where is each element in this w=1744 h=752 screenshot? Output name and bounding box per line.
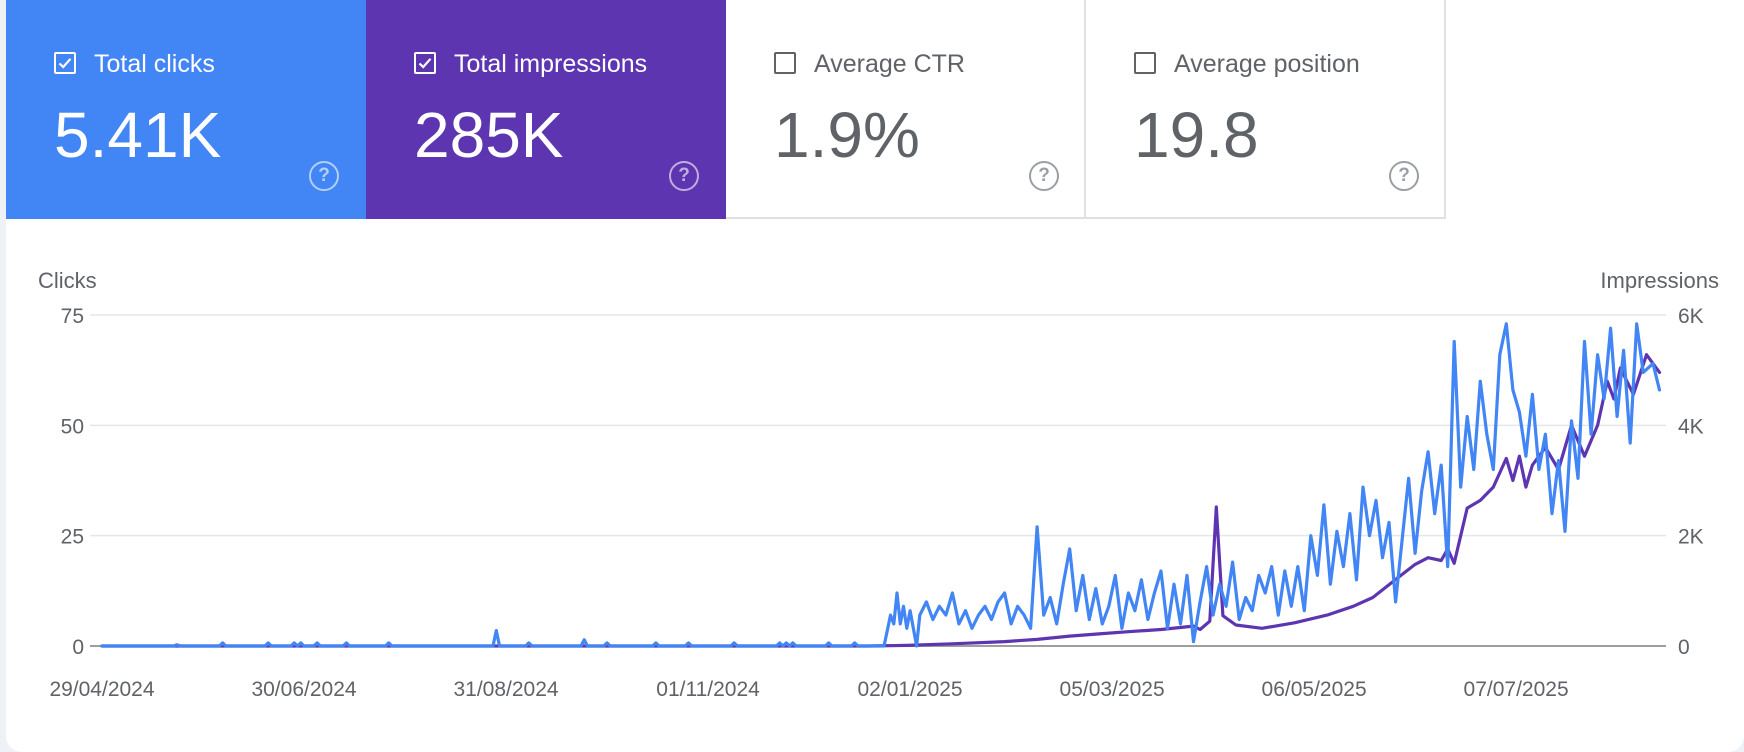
x-axis-ticks: 29/04/2024 30/06/2024 31/08/2024 01/11/2024…	[49, 678, 1568, 701]
tile-total-impressions[interactable]: Total impressions 285K ?	[366, 0, 726, 219]
tile-value: 5.41K	[54, 99, 222, 171]
tile-value: 1.9%	[774, 99, 920, 171]
y-left-tick-label: 25	[61, 526, 84, 549]
x-tick-label: 29/04/2024	[49, 678, 154, 701]
check-icon	[58, 58, 72, 69]
tile-label: Average CTR	[814, 50, 965, 78]
x-tick-label: 06/05/2025	[1262, 678, 1367, 701]
performance-card: Total clicks 5.41K ? Total impressions 2…	[6, 0, 1744, 752]
y-left-tick-label: 0	[72, 636, 84, 659]
tile-label: Average position	[1174, 50, 1360, 78]
y-left-tick-label: 50	[61, 415, 84, 438]
right-axis-ticks: 0 2K 4K 6K	[1678, 305, 1704, 659]
x-tick-label: 31/08/2024	[453, 678, 558, 701]
x-tick-label: 01/11/2024	[656, 678, 760, 701]
y-right-tick-label: 4K	[1678, 415, 1704, 438]
checkbox-average-ctr[interactable]	[774, 52, 796, 74]
right-axis-label: Impressions	[1600, 268, 1719, 293]
checkbox-total-clicks[interactable]	[54, 52, 76, 74]
help-icon[interactable]: ?	[1029, 161, 1059, 191]
series-line-total-impressions	[100, 353, 1662, 648]
series-lines	[100, 322, 1662, 648]
metric-tiles: Total clicks 5.41K ? Total impressions 2…	[6, 0, 1446, 219]
x-tick-label: 02/01/2025	[858, 678, 963, 701]
tile-value: 19.8	[1134, 99, 1259, 171]
x-tick-label: 30/06/2024	[251, 678, 356, 701]
checkbox-average-position[interactable]	[1134, 52, 1156, 74]
tile-average-position[interactable]: Average position 19.8 ?	[1086, 0, 1446, 219]
y-right-tick-label: 2K	[1678, 526, 1704, 549]
left-axis-ticks: 0 25 50 75	[61, 305, 84, 659]
y-right-tick-label: 0	[1678, 636, 1690, 659]
left-axis-label: Clicks	[38, 268, 97, 293]
tile-average-ctr[interactable]: Average CTR 1.9% ?	[726, 0, 1086, 219]
x-tick-label: 05/03/2025	[1060, 678, 1165, 701]
y-right-tick-label: 6K	[1678, 305, 1704, 328]
tile-total-clicks[interactable]: Total clicks 5.41K ?	[6, 0, 366, 219]
tile-value: 285K	[414, 99, 564, 171]
check-icon	[418, 58, 432, 69]
checkbox-total-impressions[interactable]	[414, 52, 436, 74]
tile-label: Total clicks	[94, 50, 215, 78]
x-tick-label: 07/07/2025	[1464, 678, 1569, 701]
y-left-tick-label: 75	[61, 305, 84, 328]
tile-label: Total impressions	[454, 50, 648, 78]
performance-chart: Clicks Impressions 0 25 50 75 0 2K 4K 6K 29/04…	[38, 268, 1719, 701]
help-icon[interactable]: ?	[309, 161, 339, 191]
help-icon[interactable]: ?	[1389, 161, 1419, 191]
series-line-total-clicks	[100, 322, 1662, 648]
help-icon[interactable]: ?	[669, 161, 699, 191]
